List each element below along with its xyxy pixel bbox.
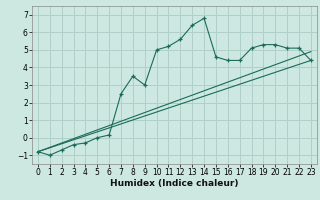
X-axis label: Humidex (Indice chaleur): Humidex (Indice chaleur) — [110, 179, 239, 188]
